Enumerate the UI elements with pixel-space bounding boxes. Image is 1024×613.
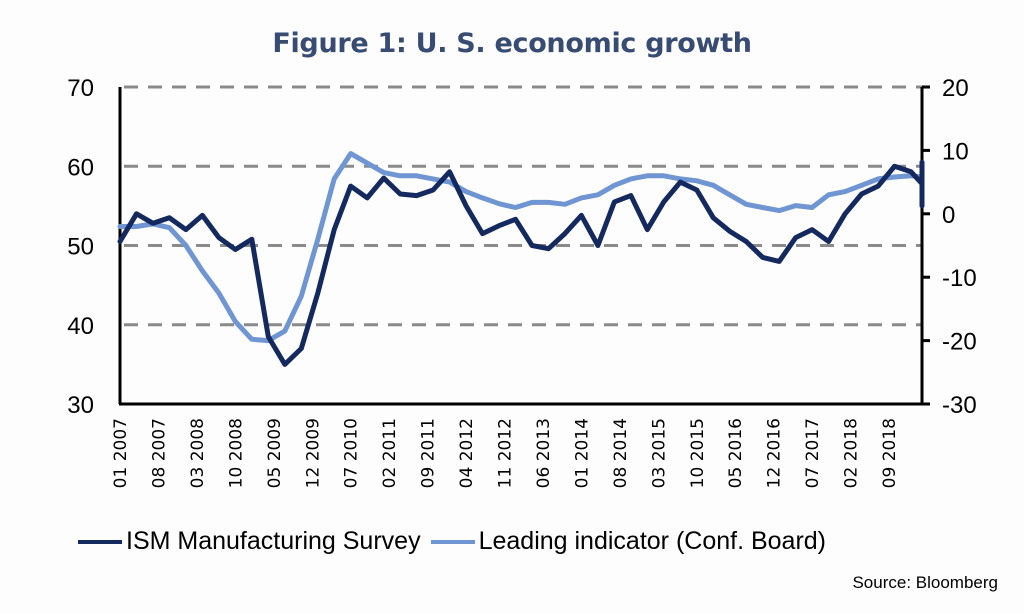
left-tick-label: 30 [67,392,94,419]
right-tick-label: 0 [942,202,955,229]
x-tick-label: 04 2012 [457,418,477,488]
x-tick-label: 07 2010 [342,418,362,488]
left-tick-label: 40 [67,313,94,340]
x-tick-label: 09 2011 [419,418,439,488]
series-lines [117,151,925,367]
legend: ISM Manufacturing Survey Leading indicat… [78,527,836,556]
x-tick-label: 05 2009 [265,418,285,488]
right-tick-label: -10 [942,265,977,292]
gridlines [124,85,922,327]
legend-swatch-leading [430,539,475,544]
left-tick-label: 70 [67,75,94,102]
legend-label-ism: ISM Manufacturing Survey [126,527,421,555]
source-note: Source: Bloomberg [852,573,998,592]
series-line-ism [117,159,925,367]
legend-label-leading: Leading indicator (Conf. Board) [478,527,827,555]
legend-item-leading: Leading indicator (Conf. Board) [430,527,827,556]
left-axis-ticks: 30 40 50 60 70 [67,75,94,419]
x-tick-label: 03 2008 [188,418,208,488]
x-tick-label: 06 2013 [534,418,554,488]
axes [118,87,924,406]
x-tick-label: 01 2007 [111,418,131,488]
right-tick-label: -20 [942,329,977,356]
x-tick-label: 10 2008 [226,418,246,488]
left-tick-label: 60 [67,154,94,181]
x-tick-label: 02 2011 [380,418,400,488]
x-tick-label: 02 2018 [842,418,862,488]
legend-item-ism: ISM Manufacturing Survey [78,527,421,556]
x-tick-label: 12 2016 [765,418,785,488]
legend-swatch-ism [78,539,122,544]
x-tick-label: 05 2016 [726,418,746,488]
x-tick-label: 03 2015 [649,418,669,488]
x-axis-ticks: 01 2007 08 2007 03 2008 10 2008 05 2009 12 20… [111,418,900,488]
x-tick-label: 12 2009 [303,418,323,488]
x-tick-label: 01 2014 [572,418,592,488]
right-tick-label: 10 [942,138,969,165]
right-axis-ticks: -30 -20 -10 0 10 20 [922,75,977,419]
chart-title: Figure 1: U. S. economic growth [272,28,752,59]
series-line-leading-indicator [117,151,925,344]
x-tick-label: 10 2015 [688,418,708,488]
right-tick-label: 20 [942,75,969,102]
x-tick-label: 08 2014 [611,418,631,488]
right-tick-label: -30 [942,392,977,419]
x-tick-label: 07 2017 [803,418,823,488]
x-tick-label: 11 2012 [496,418,516,488]
left-tick-label: 50 [67,234,94,261]
x-tick-label: 08 2007 [149,418,169,488]
x-tick-label: 09 2018 [880,418,900,488]
